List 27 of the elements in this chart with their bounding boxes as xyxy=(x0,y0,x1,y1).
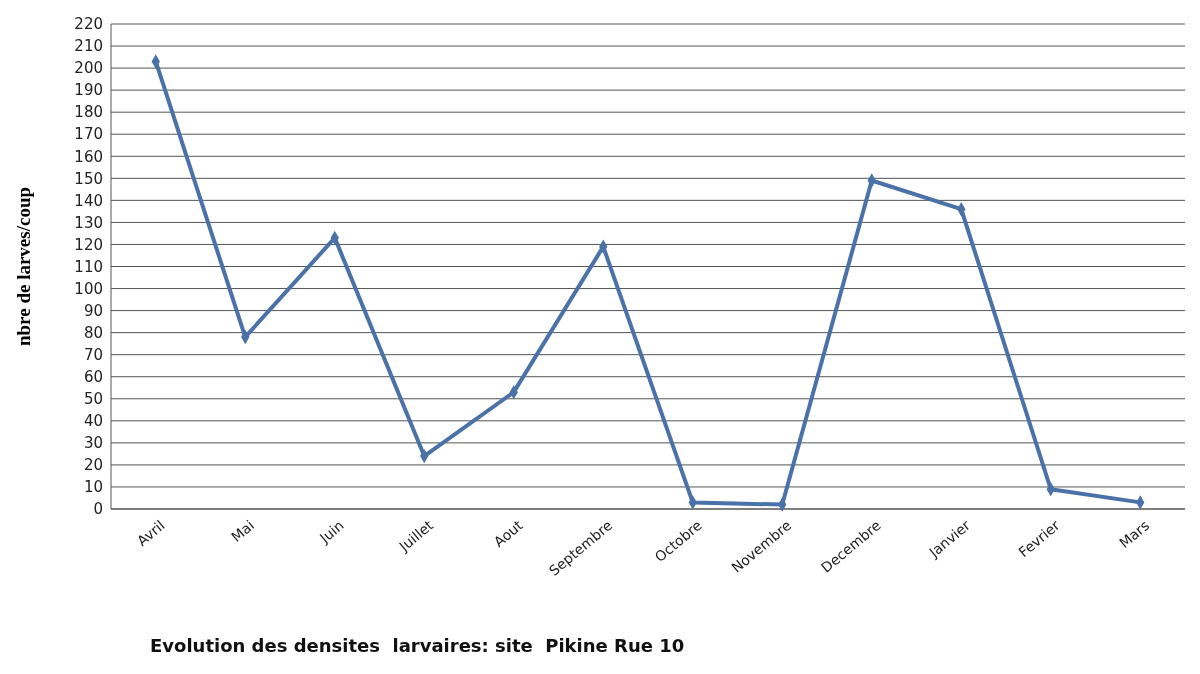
y-tick-label: 210 xyxy=(74,37,103,56)
y-tick-label: 90 xyxy=(83,301,103,320)
y-tick-label: 220 xyxy=(74,15,103,34)
y-axis-title: nbre de larves/coup xyxy=(13,186,34,347)
y-tick-label: 190 xyxy=(74,81,103,100)
x-tick-label: Juin xyxy=(315,517,347,547)
x-tick-label: Mai xyxy=(228,517,258,546)
y-tick-label: 0 xyxy=(93,500,103,519)
y-tick-label: 80 xyxy=(83,323,103,342)
y-tick-label: 120 xyxy=(74,235,103,254)
y-tick-label: 160 xyxy=(74,147,103,166)
y-tick-label: 170 xyxy=(74,125,103,144)
y-tick-label: 200 xyxy=(74,59,103,78)
y-tick-label: 70 xyxy=(83,345,103,364)
y-tick-label: 100 xyxy=(74,279,103,298)
y-tick-label: 140 xyxy=(74,191,103,210)
y-tick-label: 150 xyxy=(74,169,103,188)
y-tick-label: 60 xyxy=(83,367,103,386)
y-tick-label: 50 xyxy=(83,390,103,409)
y-tick-label: 40 xyxy=(83,412,103,431)
y-tick-label: 180 xyxy=(74,103,103,122)
y-tick-label: 110 xyxy=(74,257,103,276)
y-tick-label: 10 xyxy=(83,478,103,497)
y-tick-label: 30 xyxy=(83,434,103,453)
y-tick-label: 20 xyxy=(83,456,103,475)
text: Evolution des densites larvaires: site Pikine Rue 10 xyxy=(150,635,685,656)
y-tick-label: 130 xyxy=(74,213,103,232)
